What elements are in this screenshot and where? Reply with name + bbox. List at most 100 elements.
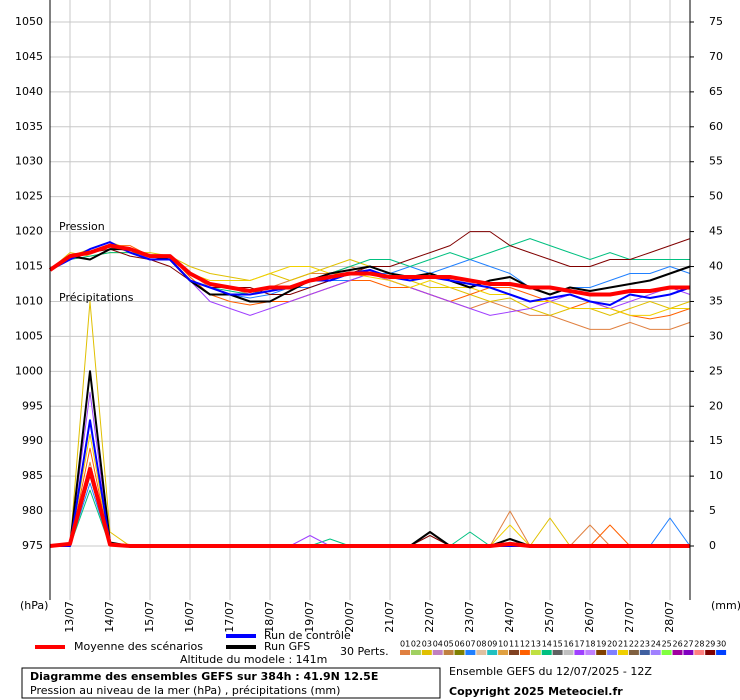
legend-swatch [574,650,585,655]
x-tick-label: 26/07 [583,601,596,633]
y-tick-label: 1020 [15,225,43,238]
x-tick-label: 23/07 [463,601,476,633]
grid: 9759809859909951000100510101015102010251… [15,0,723,633]
legend-swatch [509,650,519,655]
legend-label: 30 [716,640,726,649]
y-tick-label: 1015 [15,260,43,273]
legend-swatch [672,650,683,655]
x-tick-label: 16/07 [183,601,196,633]
altitude: Altitude du modele : 141m [180,653,327,666]
y2-tick-label: 15 [709,434,723,447]
legend-label: 03 [422,640,432,649]
legend-swatch [563,650,574,655]
y2-tick-label: 10 [709,469,723,482]
legend-label: 21 [618,640,628,649]
perts-label: 30 Perts. [340,645,389,658]
y2-tick-label: 40 [709,260,723,273]
legend-swatch [618,650,628,655]
precip-line [49,467,690,548]
x-tick-label: 21/07 [383,601,396,633]
y2-tick-label: 25 [709,364,723,377]
legend-swatch [683,650,694,655]
legend-label: 10 [498,640,508,649]
legend-swatch [607,650,618,655]
legend-label: 07 [465,640,475,649]
y-tick-label: 995 [22,399,43,412]
pressure-label: Pression [59,220,105,233]
y-tick-label: 980 [22,504,43,517]
legend-swatch [716,650,727,655]
x-tick-label: 25/07 [543,601,556,633]
legend-swatch [443,650,454,655]
run-info: Ensemble GEFS du 12/07/2025 - 12Z [449,665,652,678]
x-tick-label: 22/07 [423,601,436,633]
legend-swatch [705,650,716,655]
y-tick-label: 1025 [15,190,43,203]
legend-swatch [596,650,607,655]
x-tick-label: 19/07 [303,601,316,633]
y-tick-label: 1045 [15,50,43,63]
legend-label: 12 [520,640,530,649]
y2-tick-label: 35 [709,294,723,307]
legend-swatch [487,650,498,655]
y-tick-label: 1035 [15,120,43,133]
y-axis-label: (hPa) [20,599,48,612]
x-tick-label: 15/07 [143,601,156,633]
legend-swatch [585,650,596,655]
y2-axis-label: (mm) [711,599,740,612]
legend: Moyenne des scénarios Run de contrôleRun … [35,629,726,655]
legend-label: 08 [476,640,486,649]
legend-swatch [541,650,552,655]
legend-label: 09 [487,640,497,649]
legend-swatch [476,650,487,655]
legend-swatch [421,650,432,655]
y2-tick-label: 75 [709,15,723,28]
y2-tick-label: 45 [709,225,723,238]
x-tick-label: 24/07 [503,601,516,633]
legend-label: 28 [694,640,704,649]
legend-label: 24 [651,640,661,649]
y-tick-label: 985 [22,469,43,482]
legend-label: 15 [553,640,563,649]
legend-swatch [465,650,476,655]
legend-label: 29 [705,640,715,649]
plot-lines [48,231,691,548]
legend-label: 13 [531,640,541,649]
legend-label: 25 [662,640,672,649]
x-tick-label: 14/07 [103,601,116,633]
legend-label: 27 [683,640,693,649]
chart-subtitle: Pression au niveau de la mer (hPa) , pré… [30,684,340,697]
legend-swatch [519,650,530,655]
y-tick-label: 975 [22,539,43,552]
y-tick-label: 1050 [15,15,43,28]
y-tick-label: 1030 [15,155,43,168]
y-tick-label: 1000 [15,364,43,377]
legend-label: 05 [444,640,454,649]
y2-tick-label: 50 [709,190,723,203]
legend-label: 22 [629,640,639,649]
x-tick-label: 28/07 [663,601,676,633]
legend-label: 02 [411,640,421,649]
legend-swatch [639,650,650,655]
y-tick-label: 1040 [15,85,43,98]
legend-label: 17 [574,640,584,649]
legend-swatch [530,650,541,655]
legend-label: 26 [673,640,683,649]
legend-label: 18 [585,640,595,649]
legend-swatch [694,650,705,655]
legend-swatch [400,650,410,655]
legend-swatch [661,650,672,655]
legend-label: 14 [542,640,552,649]
legend-swatch [454,650,465,655]
x-tick-label: 20/07 [343,601,356,633]
y2-tick-label: 55 [709,155,723,168]
x-tick-label: 27/07 [623,601,636,633]
x-tick-label: 18/07 [263,601,276,633]
pressure-line [49,241,691,306]
legend-swatch [552,650,563,655]
legend-label: 19 [596,640,606,649]
y-tick-label: 1010 [15,294,43,307]
legend-swatch [432,650,443,655]
y2-tick-label: 0 [709,539,716,552]
